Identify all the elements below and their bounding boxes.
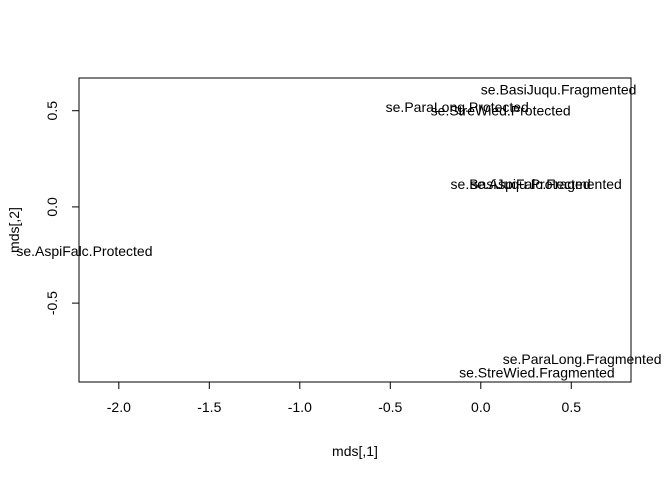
- y-axis-title: mds[,2]: [6, 207, 22, 253]
- point-label: se.AspiFalc.Fragmented: [470, 176, 622, 192]
- x-axis: -2.0 -1.5 -1.0 -0.5 0.0 0.5: [107, 381, 582, 415]
- point-label: se.BasiJuqu.Protected: [451, 176, 591, 192]
- x-tick-label: -2.0: [107, 399, 131, 415]
- plot-box: [78, 77, 632, 383]
- x-tick-label: -1.0: [288, 399, 312, 415]
- point-label: se.StreWied.Protected: [431, 103, 571, 119]
- x-tick-label: 0.5: [562, 399, 582, 415]
- point-labels: se.BasiJuqu.Fragmentedse.ParaLong.Protec…: [16, 82, 661, 381]
- point-label: se.ParaLong.Fragmented: [503, 351, 662, 367]
- y-axis: -0.5 0.0 0.5: [44, 101, 80, 315]
- x-tick-label: -0.5: [378, 399, 402, 415]
- y-tick-label: -0.5: [44, 291, 60, 315]
- point-label: se.BasiJuqu.Fragmented: [481, 82, 637, 98]
- x-axis-title: mds[,1]: [332, 443, 378, 459]
- point-label: se.AspiFalc.Protected: [16, 243, 152, 259]
- y-tick-label: 0.5: [44, 101, 60, 121]
- point-label: se.StreWied.Fragmented: [459, 364, 615, 380]
- y-tick-label: 0.0: [44, 197, 60, 217]
- point-label: se.ParaLong.Protected: [386, 99, 529, 115]
- x-tick-label: 0.0: [471, 399, 491, 415]
- x-tick-label: -1.5: [197, 399, 221, 415]
